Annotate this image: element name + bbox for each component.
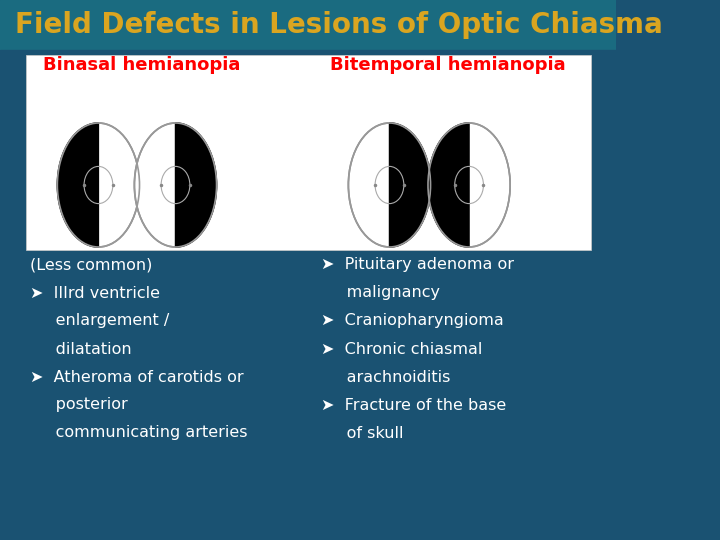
Polygon shape xyxy=(390,123,431,247)
Text: Binasal hemianopia: Binasal hemianopia xyxy=(42,56,240,74)
Text: ➤  Craniopharyngioma: ➤ Craniopharyngioma xyxy=(321,314,504,328)
Text: ➤  Fracture of the base: ➤ Fracture of the base xyxy=(321,397,506,413)
Polygon shape xyxy=(58,123,99,247)
Text: Field Defects in Lesions of Optic Chiasma: Field Defects in Lesions of Optic Chiasm… xyxy=(15,11,663,39)
Text: ➤  Chronic chiasmal: ➤ Chronic chiasmal xyxy=(321,341,482,356)
Polygon shape xyxy=(428,123,469,247)
Ellipse shape xyxy=(58,123,140,247)
Text: enlargement /: enlargement / xyxy=(30,314,169,328)
Text: Bitemporal hemianopia: Bitemporal hemianopia xyxy=(330,56,565,74)
Text: (Less common): (Less common) xyxy=(30,258,153,273)
Text: posterior: posterior xyxy=(30,397,127,413)
Text: malignancy: malignancy xyxy=(321,286,440,300)
Ellipse shape xyxy=(348,123,431,247)
Text: arachnoiditis: arachnoiditis xyxy=(321,369,451,384)
Ellipse shape xyxy=(135,123,217,247)
Text: ➤  Atheroma of carotids or: ➤ Atheroma of carotids or xyxy=(30,369,243,384)
Bar xyxy=(0,0,616,50)
Text: ➤  IIIrd ventricle: ➤ IIIrd ventricle xyxy=(30,286,160,300)
Polygon shape xyxy=(176,123,217,247)
Text: ➤  Pituitary adenoma or: ➤ Pituitary adenoma or xyxy=(321,258,514,273)
Text: dilatation: dilatation xyxy=(30,341,132,356)
Ellipse shape xyxy=(428,123,510,247)
Text: communicating arteries: communicating arteries xyxy=(30,426,248,441)
Bar xyxy=(26,55,590,250)
Text: of skull: of skull xyxy=(321,426,403,441)
